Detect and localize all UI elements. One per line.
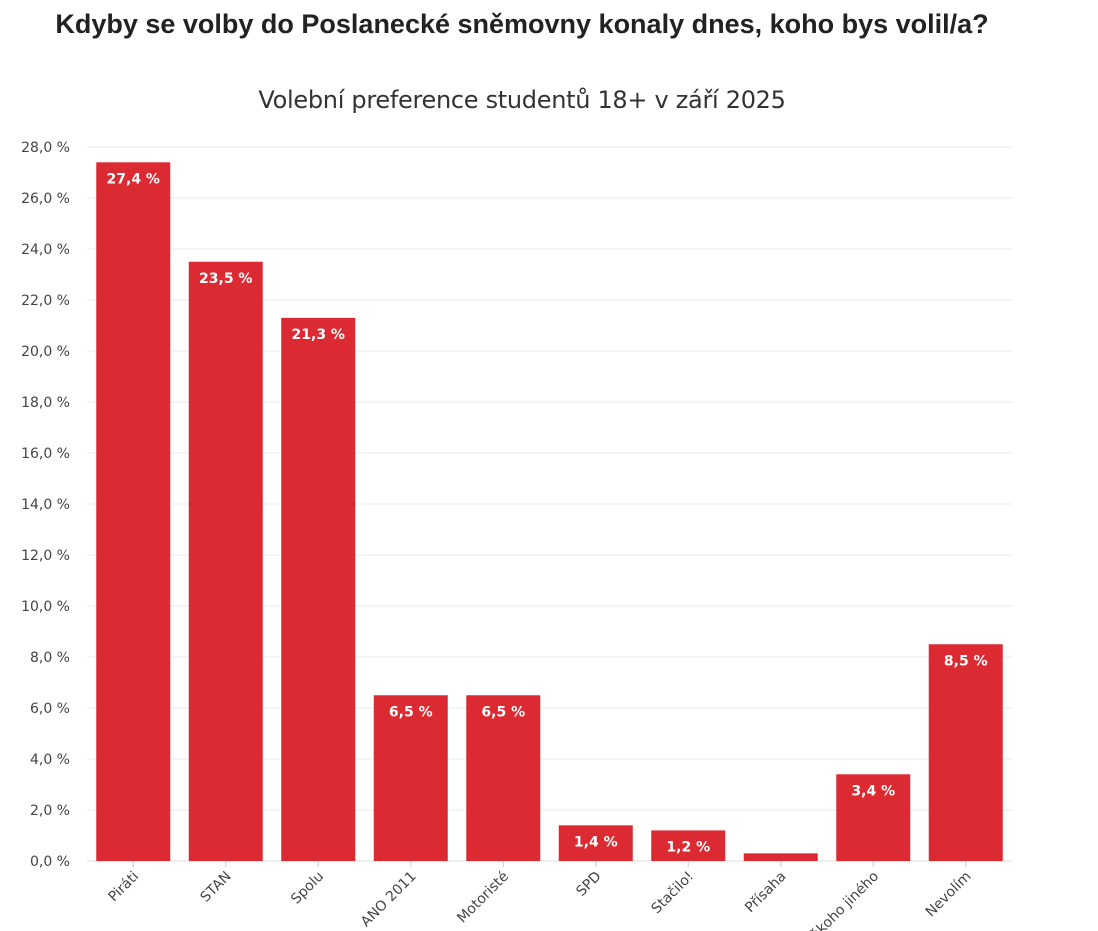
data-label: 3,4 % bbox=[851, 783, 895, 799]
bar bbox=[558, 825, 633, 861]
data-label: 1,4 % bbox=[574, 834, 618, 850]
y-tick-label: 10,0 % bbox=[21, 599, 70, 615]
x-tick-label: Motoristé bbox=[454, 869, 512, 927]
x-tick-label: STAN bbox=[198, 869, 235, 906]
y-tick-label: 2,0 % bbox=[30, 803, 70, 819]
y-tick-label: 28,0 % bbox=[21, 140, 70, 156]
y-tick-label: 8,0 % bbox=[30, 650, 70, 666]
bar bbox=[373, 695, 448, 861]
data-label: 1,2 % bbox=[666, 839, 710, 855]
data-label: 6,5 % bbox=[389, 704, 433, 720]
y-tick-label: 22,0 % bbox=[21, 293, 70, 309]
x-tick-label: Někoho jiného bbox=[800, 869, 882, 931]
y-tick-label: 26,0 % bbox=[21, 191, 70, 207]
chart-title: Kdyby se volby do Poslanecké sněmovny ko… bbox=[55, 9, 989, 39]
y-tick-label: 12,0 % bbox=[21, 548, 70, 564]
bar bbox=[188, 261, 263, 861]
bar bbox=[466, 695, 541, 861]
bar bbox=[96, 162, 171, 862]
data-label: 23,5 % bbox=[199, 271, 252, 287]
x-tick-label: ANO 2011 bbox=[358, 869, 420, 931]
y-tick-label: 4,0 % bbox=[30, 752, 70, 768]
y-tick-label: 0,0 % bbox=[30, 854, 70, 870]
data-label: 27,4 % bbox=[107, 171, 160, 187]
x-tick-label: SPD bbox=[573, 869, 604, 900]
data-label: 21,3 % bbox=[292, 327, 345, 343]
bar bbox=[836, 774, 911, 861]
bar bbox=[928, 644, 1003, 861]
y-tick-label: 6,0 % bbox=[30, 701, 70, 717]
bar bbox=[651, 830, 726, 861]
y-tick-label: 16,0 % bbox=[21, 446, 70, 462]
x-tick-label: Nevolím bbox=[923, 869, 975, 921]
data-label: 8,5 % bbox=[944, 653, 988, 669]
chart-subtitle: Volební preference studentů 18+ v září 2… bbox=[258, 86, 786, 114]
x-tick-label: Přísaha bbox=[742, 869, 789, 916]
bar bbox=[281, 317, 356, 862]
x-tick-label: Spolu bbox=[288, 869, 327, 908]
y-tick-label: 24,0 % bbox=[21, 242, 70, 258]
y-tick-label: 20,0 % bbox=[21, 344, 70, 360]
y-tick-label: 14,0 % bbox=[21, 497, 70, 513]
data-label: 6,5 % bbox=[481, 704, 525, 720]
bar bbox=[743, 853, 818, 861]
x-tick-label: Piráti bbox=[105, 869, 142, 906]
x-tick-label: Stačilo! bbox=[649, 869, 698, 918]
y-tick-label: 18,0 % bbox=[21, 395, 70, 411]
